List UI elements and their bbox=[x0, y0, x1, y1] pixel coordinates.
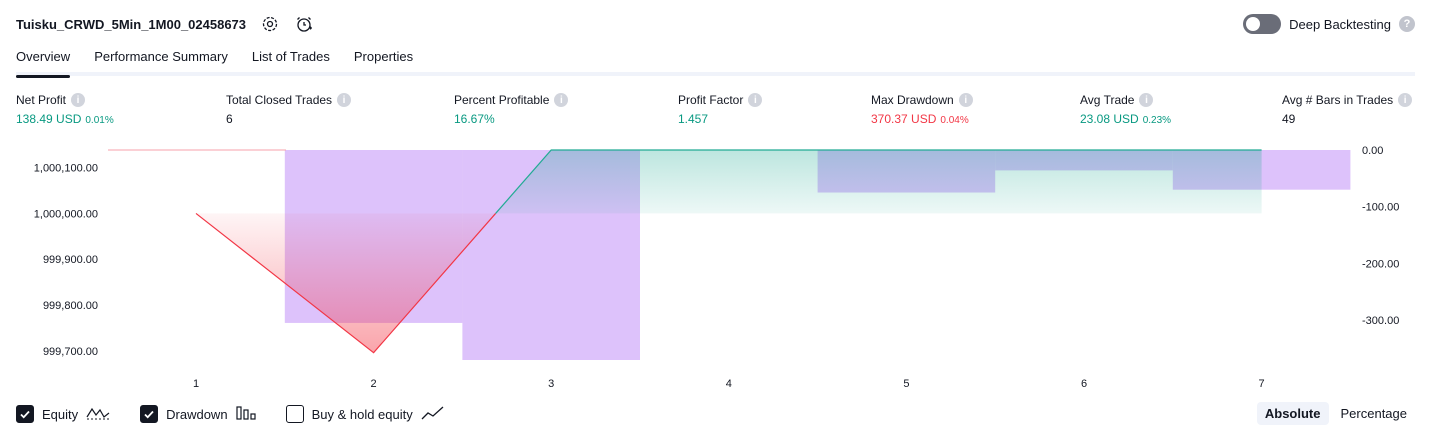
equity-label: Equity bbox=[42, 406, 79, 422]
info-icon[interactable]: i bbox=[1139, 93, 1154, 107]
absolute-button[interactable]: Absolute bbox=[1256, 402, 1329, 425]
checkbox-unchecked-icon bbox=[285, 405, 304, 423]
metric-profit-factor: Profit Factor i 1.457 bbox=[678, 93, 763, 126]
metric-percent: 0.01% bbox=[85, 115, 114, 126]
x-tick-label: 5 bbox=[903, 378, 909, 390]
deep-backtesting: Deep Backtesting ? bbox=[1243, 12, 1415, 36]
metric-label: Profit Factor bbox=[678, 93, 744, 107]
tab-list-of-trades[interactable]: List of Trades bbox=[251, 49, 330, 64]
metric-value: 1.457 bbox=[678, 112, 709, 126]
percentage-button[interactable]: Percentage bbox=[1340, 406, 1408, 421]
metric-value: 16.67% bbox=[454, 112, 495, 126]
right-tick-label: -200.00 bbox=[1362, 258, 1399, 270]
metric-label: Total Closed Trades bbox=[226, 93, 333, 107]
tab-overview[interactable]: Overview bbox=[16, 44, 71, 78]
metric-value: 6 bbox=[226, 112, 233, 126]
equity-loss-area bbox=[196, 213, 496, 353]
metric-value: 138.49 USD bbox=[16, 112, 82, 126]
tab-properties[interactable]: Properties bbox=[353, 49, 414, 64]
metric-label: Max Drawdown bbox=[871, 93, 954, 107]
equity-line-icon bbox=[86, 405, 110, 424]
metric-label: Net Profit bbox=[16, 93, 67, 107]
chart-legend: Equity Drawdown Buy & hold equity Absolu… bbox=[16, 402, 1415, 426]
x-tick-label: 2 bbox=[371, 378, 377, 390]
metric-total-closed-trades: Total Closed Trades i 6 bbox=[226, 93, 352, 126]
drawdown-label: Drawdown bbox=[166, 406, 228, 422]
metric-avg-bars: Avg # Bars in Trades i 49 bbox=[1282, 93, 1413, 126]
x-tick-label: 3 bbox=[548, 378, 554, 390]
info-icon[interactable]: i bbox=[71, 93, 86, 107]
info-icon[interactable]: i bbox=[958, 93, 973, 107]
strategy-title: Tuisku_CRWD_5Min_1M00_02458673 bbox=[16, 16, 247, 32]
left-tick-label: 999,900.00 bbox=[43, 254, 98, 266]
metric-label: Percent Profitable bbox=[454, 93, 550, 107]
metric-percent-profitable: Percent Profitable i 16.67% bbox=[454, 93, 569, 126]
metric-max-drawdown: Max Drawdown i 370.37 USD 0.04% bbox=[871, 93, 973, 126]
scale-toggle: Absolute Percentage bbox=[1256, 402, 1415, 425]
right-tick-label: -300.00 bbox=[1362, 315, 1399, 327]
deep-backtesting-toggle[interactable] bbox=[1243, 14, 1282, 34]
metric-net-profit: Net Profit i 138.49 USD 0.01% bbox=[16, 93, 114, 126]
left-tick-label: 1,000,100.00 bbox=[34, 163, 98, 175]
buy-hold-line-icon bbox=[421, 405, 445, 424]
buy-hold-checkbox[interactable]: Buy & hold equity bbox=[285, 405, 445, 424]
x-tick-label: 4 bbox=[726, 378, 732, 390]
metric-value: 23.08 USD bbox=[1080, 112, 1139, 126]
metric-label: Avg # Bars in Trades bbox=[1282, 93, 1394, 107]
info-icon[interactable]: i bbox=[748, 93, 763, 107]
gear-icon[interactable] bbox=[260, 14, 280, 34]
buy-hold-label: Buy & hold equity bbox=[311, 406, 413, 422]
alarm-clock-icon[interactable] bbox=[294, 14, 314, 34]
equity-line-up bbox=[495, 149, 1262, 214]
left-tick-label: 999,700.00 bbox=[43, 346, 98, 358]
help-icon[interactable]: ? bbox=[1399, 16, 1415, 32]
deep-backtesting-label: Deep Backtesting bbox=[1289, 16, 1391, 32]
right-tick-label: -100.00 bbox=[1362, 202, 1399, 214]
equity-series bbox=[108, 149, 1262, 354]
x-tick-label: 6 bbox=[1081, 378, 1087, 390]
equity-gain-area bbox=[495, 150, 1262, 214]
checkbox-checked-icon bbox=[140, 405, 159, 423]
right-axis: 0.00 -100.00 -200.00 -300.00 bbox=[1362, 145, 1399, 327]
metrics-row: Net Profit i 138.49 USD 0.01% Total Closed… bbox=[16, 93, 1415, 133]
checkbox-checked-icon bbox=[16, 405, 34, 423]
metric-label: Avg Trade bbox=[1080, 93, 1135, 107]
tab-bar: Overview Performance Summary List of Tra… bbox=[16, 44, 1415, 78]
metric-value: 49 bbox=[1282, 112, 1296, 126]
equity-checkbox[interactable]: Equity bbox=[16, 405, 110, 424]
drawdown-checkbox[interactable]: Drawdown bbox=[140, 405, 256, 424]
metric-avg-trade: Avg Trade i 23.08 USD 0.23% bbox=[1080, 93, 1171, 126]
x-tick-label: 7 bbox=[1259, 378, 1265, 390]
equity-drawdown-chart: 1,000,100.00 1,000,000.00 999,900.00 999,80… bbox=[34, 145, 1400, 390]
info-icon[interactable]: i bbox=[554, 93, 569, 107]
metric-percent: 0.23% bbox=[1142, 115, 1172, 126]
x-tick-label: 1 bbox=[193, 378, 199, 390]
left-tick-label: 1,000,000.00 bbox=[34, 208, 98, 220]
left-tick-label: 999,800.00 bbox=[43, 300, 98, 312]
drawdown-bars-icon bbox=[235, 405, 256, 424]
metric-value: 370.37 USD bbox=[871, 112, 937, 126]
equity-line-down bbox=[195, 212, 497, 354]
tab-performance-summary[interactable]: Performance Summary bbox=[94, 49, 228, 64]
metric-percent: 0.04% bbox=[940, 115, 969, 126]
right-tick-label: 0.00 bbox=[1362, 145, 1383, 157]
info-icon[interactable]: i bbox=[337, 93, 352, 107]
left-axis: 1,000,100.00 1,000,000.00 999,900.00 999,80… bbox=[34, 163, 98, 358]
strategy-header: Tuisku_CRWD_5Min_1M00_02458673 bbox=[16, 12, 314, 36]
info-icon[interactable]: i bbox=[1398, 93, 1413, 107]
x-axis: 1 2 3 4 5 6 7 bbox=[193, 378, 1265, 390]
